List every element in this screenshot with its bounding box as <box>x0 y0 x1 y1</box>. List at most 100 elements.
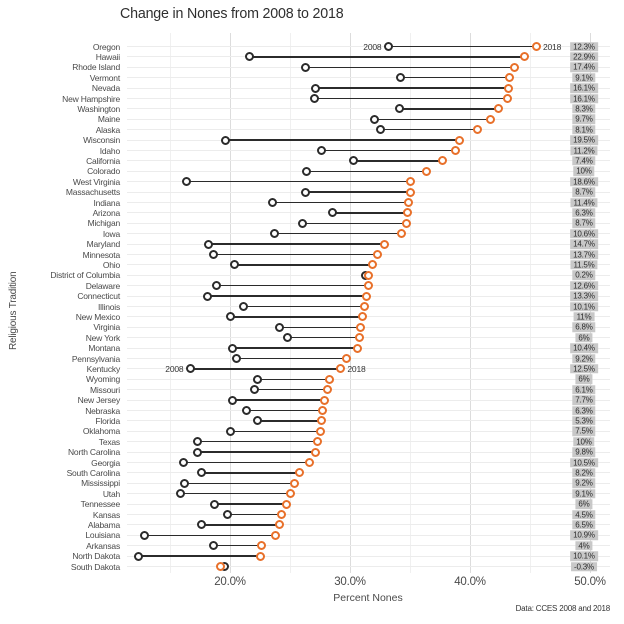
change-badge: 12.5% <box>570 364 598 374</box>
state-label: Georgia <box>91 457 120 468</box>
row-gridline <box>127 482 610 484</box>
dot-2008 <box>394 104 404 114</box>
row-connector <box>232 399 325 401</box>
dot-2018 <box>368 260 378 270</box>
change-badge: 6% <box>575 499 593 509</box>
change-badge: 10% <box>573 166 595 177</box>
change-badge: 17.4% <box>570 62 598 73</box>
state-label: Arkansas <box>86 540 120 551</box>
row-connector <box>234 264 373 266</box>
row-connector <box>399 108 499 110</box>
state-label: West Virginia <box>72 176 120 187</box>
dot-2008 <box>395 73 405 83</box>
dot-2018 <box>405 187 415 197</box>
row-connector <box>321 149 456 152</box>
row-connector <box>243 305 365 308</box>
dot-2018 <box>316 416 326 426</box>
dot-2008 <box>369 114 379 124</box>
state-label: Nebraska <box>85 405 120 416</box>
change-badge: 9.2% <box>572 478 596 489</box>
row-connector <box>380 128 478 131</box>
dot-2018 <box>494 104 504 114</box>
change-badge: 9.2% <box>572 353 596 364</box>
state-label: District of Columbia <box>50 270 120 281</box>
row-gridline <box>127 46 610 47</box>
state-label: North Carolina <box>67 447 120 458</box>
state-label: Nevada <box>91 83 120 94</box>
dot-2008 <box>193 447 203 457</box>
annotation-2008: 2008 <box>165 364 184 375</box>
dot-2008 <box>349 156 359 166</box>
dot-2018 <box>335 364 345 374</box>
change-badge: 8.3% <box>572 104 596 114</box>
dot-2008 <box>134 551 144 561</box>
state-label: Idaho <box>99 145 120 156</box>
state-label: Maine <box>97 114 120 125</box>
state-label: Rhode Island <box>72 62 120 73</box>
row-gridline <box>127 347 610 349</box>
row-connector <box>279 326 361 329</box>
state-label: South Dakota <box>70 561 120 572</box>
state-label: Ohio <box>102 259 120 270</box>
dot-2008 <box>196 520 206 530</box>
row-gridline <box>127 472 610 474</box>
row-connector <box>180 492 290 495</box>
change-badge: 12.3% <box>570 41 598 52</box>
minor-gridline <box>170 33 171 573</box>
row-gridline <box>127 451 610 453</box>
change-badge: 6% <box>575 374 593 385</box>
dot-2008 <box>209 499 219 509</box>
row-gridline <box>127 462 610 463</box>
change-badge: 7.4% <box>572 156 596 166</box>
row-gridline <box>127 118 610 120</box>
change-badge: 18.6% <box>570 176 598 187</box>
x-tick-label: 30.0% <box>334 576 366 588</box>
dot-2018 <box>373 250 383 259</box>
dot-2018 <box>255 551 265 561</box>
state-label: South Carolina <box>66 467 121 478</box>
row-gridline <box>127 389 610 391</box>
dot-2018 <box>285 489 295 499</box>
row-gridline <box>127 514 610 515</box>
x-axis-title: Percent Nones <box>333 592 403 604</box>
dot-2008 <box>203 239 213 249</box>
change-badge: 11% <box>573 312 595 322</box>
row-connector <box>315 87 509 89</box>
state-label: Kentucky <box>86 363 121 374</box>
change-badge: 10.1% <box>570 551 598 561</box>
row-connector <box>230 316 362 318</box>
dot-2018 <box>295 468 305 478</box>
row-connector <box>257 378 330 381</box>
state-label: Oklahoma <box>82 426 120 437</box>
row-connector <box>302 222 407 225</box>
row-connector <box>249 56 524 58</box>
state-label: Michigan <box>87 218 121 229</box>
row-connector <box>213 253 378 256</box>
row-connector <box>207 295 367 297</box>
state-label: Minnesota <box>82 249 121 260</box>
row-connector <box>353 160 443 162</box>
row-connector <box>314 97 508 100</box>
state-label: Iowa <box>102 228 120 239</box>
state-label: Florida <box>95 415 120 426</box>
row-gridline <box>127 503 610 505</box>
change-badge: 6.1% <box>572 384 596 395</box>
annotation-2008: 2008 <box>363 42 382 52</box>
dot-2018 <box>505 73 515 83</box>
row-connector <box>232 347 358 349</box>
change-badge: 10.1% <box>570 301 598 312</box>
dot-2018 <box>290 478 300 488</box>
state-label: New Hampshire <box>62 93 120 104</box>
change-badge: 6.5% <box>572 520 596 530</box>
state-label: Alabama <box>87 519 120 530</box>
dot-2018 <box>454 135 464 145</box>
state-label: Massachusetts <box>65 187 120 198</box>
row-gridline <box>127 545 610 547</box>
dot-2008 <box>231 354 241 363</box>
row-connector <box>374 118 491 121</box>
row-gridline <box>127 410 610 411</box>
dot-2008 <box>196 468 206 478</box>
dot-2018 <box>437 156 447 166</box>
dot-2008 <box>193 437 203 447</box>
state-label: New Jersey <box>77 395 121 406</box>
